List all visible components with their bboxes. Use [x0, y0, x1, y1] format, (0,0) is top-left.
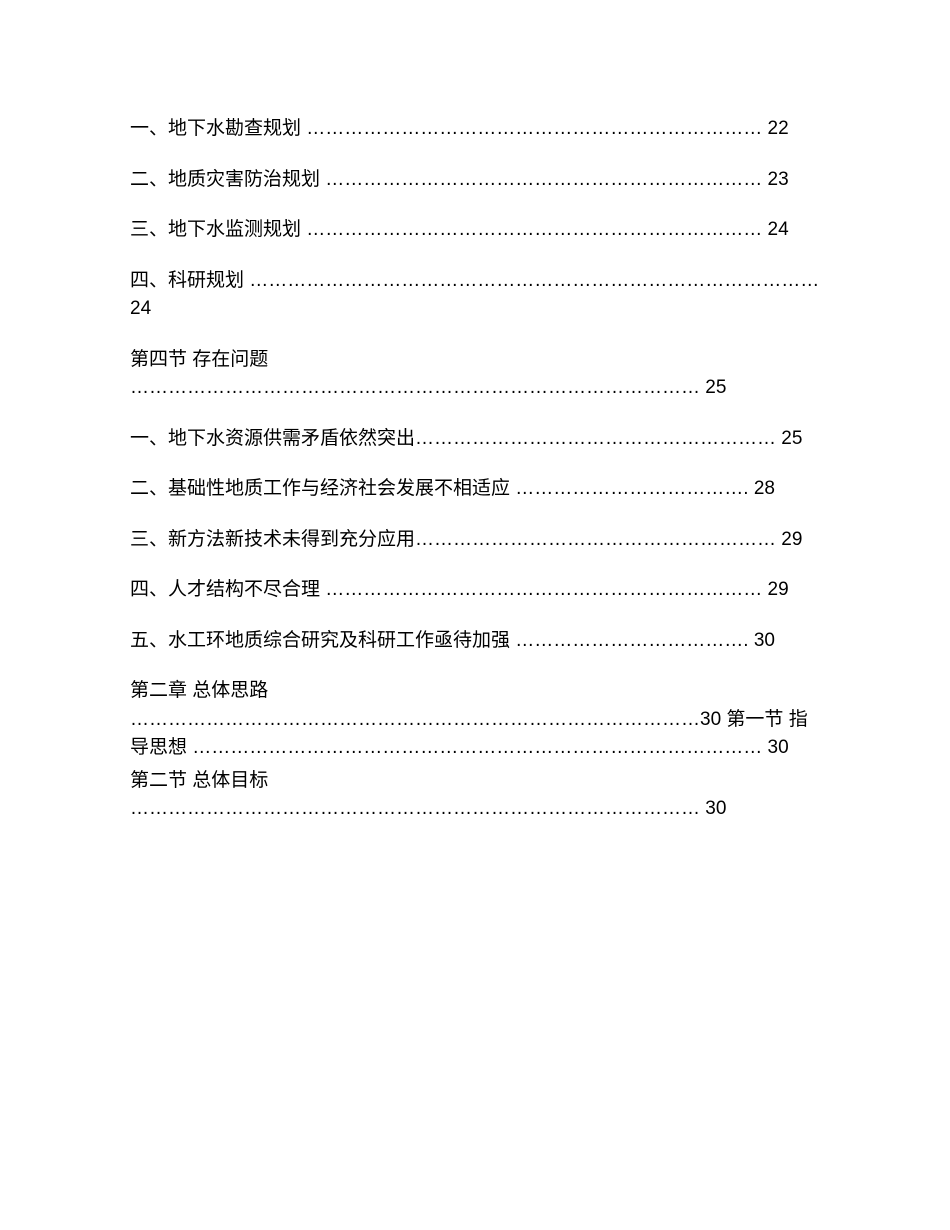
toc-entry: 第二章 总体思路 ………………………………………………………………………………3… — [130, 677, 825, 763]
toc-entry: 四、人才结构不尽合理 …………………………………………………………… 29 — [130, 576, 825, 605]
toc-entry: 三、新方法新技术未得到充分应用………………………………………………… 29 — [130, 526, 825, 555]
toc-entry: 一、地下水资源供需矛盾依然突出………………………………………………… 25 — [130, 425, 825, 454]
toc-entry: 二、地质灾害防治规划 …………………………………………………………… 23 — [130, 166, 825, 195]
toc-entry: 第四节 存在问题 ……………………………………………………………………………… … — [130, 346, 825, 403]
toc-entry: 三、地下水监测规划 ……………………………………………………………… 24 — [130, 216, 825, 245]
toc-entry: 第二节 总体目标 ……………………………………………………………………………… … — [130, 767, 825, 824]
toc-entry: 四、科研规划 ……………………………………………………………………………… 24 — [130, 267, 825, 324]
toc-entry: 二、基础性地质工作与经济社会发展不相适应 ………………………………. 28 — [130, 475, 825, 504]
toc-entry: 五、水工环地质综合研究及科研工作亟待加强 ………………………………. 30 — [130, 627, 825, 656]
page-container: 一、地下水勘查规划 ……………………………………………………………… 22 二、地… — [0, 0, 950, 906]
toc-list: 一、地下水勘查规划 ……………………………………………………………… 22 二、地… — [130, 115, 825, 824]
toc-entry: 一、地下水勘查规划 ……………………………………………………………… 22 — [130, 115, 825, 144]
